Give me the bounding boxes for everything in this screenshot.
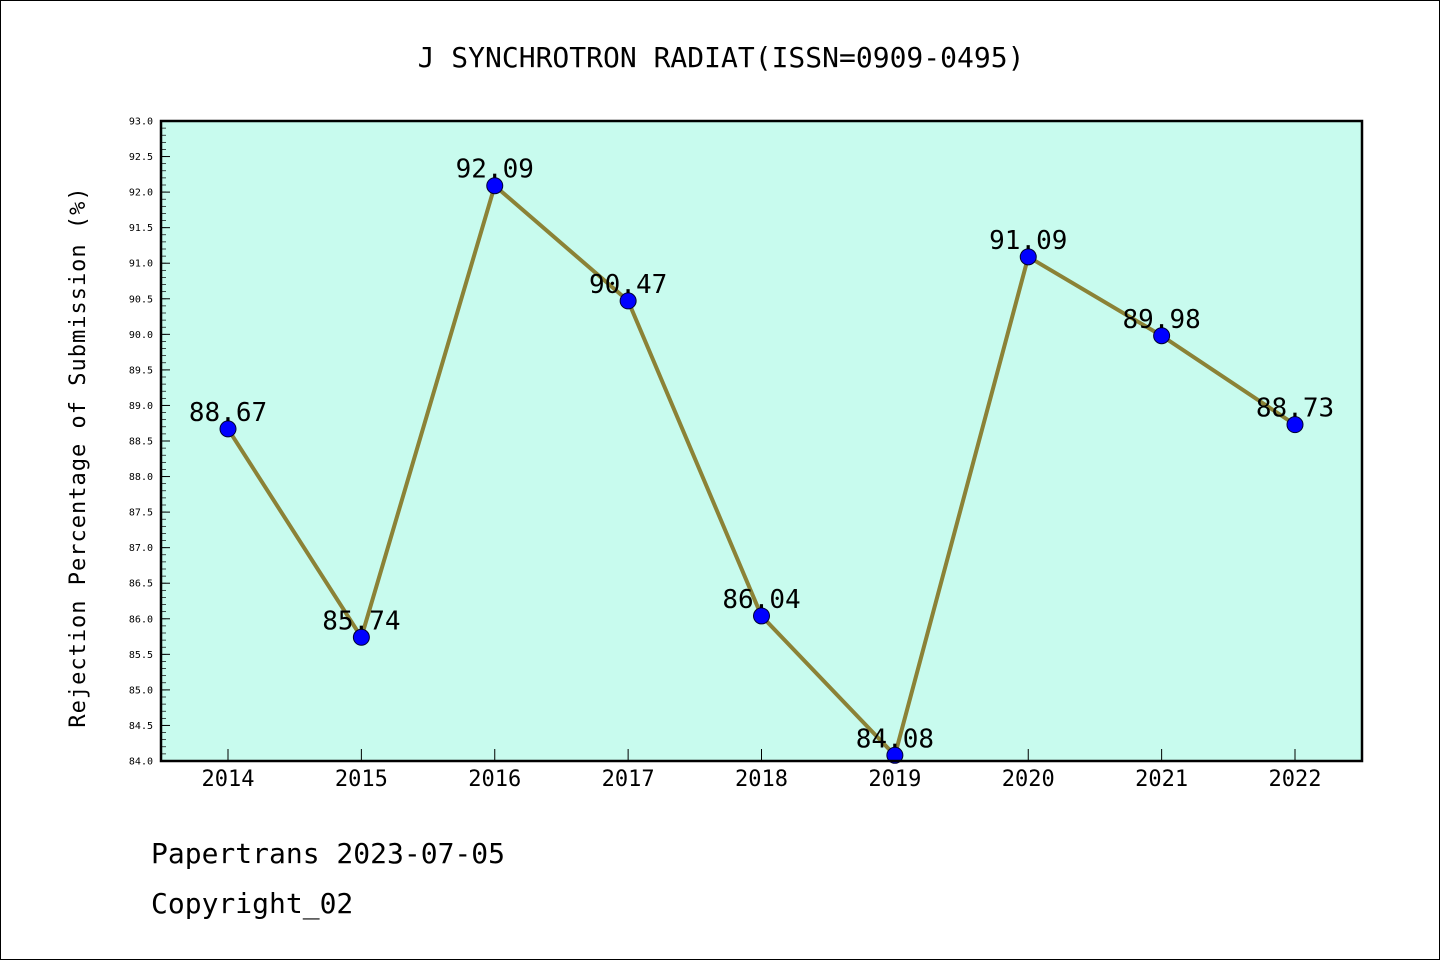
y-tick-label: 91.5 (129, 223, 153, 234)
x-axis-ticks: 2014 2015 2016 2017 2018 2019 2020 2021 2022 (202, 749, 1322, 792)
data-label: 86.04 (722, 585, 800, 615)
data-point-marker (352, 628, 370, 646)
data-label: 85.74 (322, 606, 400, 636)
plot-area (161, 121, 1362, 761)
data-label: 89.98 (1122, 305, 1200, 335)
y-tick-label: 87.0 (129, 543, 153, 554)
data-label: 90.47 (589, 270, 667, 300)
data-point-marker (219, 420, 237, 438)
x-tick-label: 2017 (602, 767, 655, 792)
y-axis-ticks: 84.0 84.5 85.0 85.5 86.0 86.5 87.0 87.5 88.0 88.5… (129, 117, 170, 768)
y-tick-label: 91.0 (129, 259, 153, 270)
data-point-marker (619, 292, 637, 310)
data-label: 91.09 (989, 226, 1067, 256)
footer-copyright: Copyright_02 (151, 887, 354, 920)
y-tick-label: 89.5 (129, 365, 153, 376)
y-tick-label: 90.0 (129, 330, 153, 341)
x-tick-label: 2014 (202, 767, 255, 792)
y-tick-label: 84.5 (129, 721, 153, 732)
data-label: 88.73 (1256, 394, 1334, 424)
x-tick-label: 2018 (735, 767, 788, 792)
data-point-marker (1286, 416, 1304, 434)
data-point-marker (886, 746, 904, 764)
y-tick-label: 88.5 (129, 437, 153, 448)
x-tick-label: 2021 (1135, 767, 1188, 792)
y-tick-label: 84.0 (129, 757, 153, 768)
y-tick-label: 93.0 (129, 117, 153, 128)
y-tick-label: 92.5 (129, 152, 153, 163)
y-tick-label: 87.5 (129, 508, 153, 519)
y-tick-label: 86.5 (129, 579, 153, 590)
plot-border (159, 119, 1364, 763)
y-tick-label: 86.0 (129, 614, 153, 625)
x-tick-label: 2020 (1002, 767, 1055, 792)
x-tick-label: 2015 (335, 767, 388, 792)
y-tick-label: 90.5 (129, 294, 153, 305)
data-point-marker (1153, 327, 1171, 345)
data-label: 92.09 (456, 155, 534, 185)
data-point-marker (486, 177, 504, 195)
data-point-marker (1019, 248, 1037, 266)
x-tick-label: 2019 (868, 767, 921, 792)
y-tick-label: 85.0 (129, 685, 153, 696)
data-label: 84.08 (856, 724, 934, 754)
data-point-marker (753, 607, 770, 625)
marker-group (219, 177, 1304, 764)
x-tick-label: 2022 (1269, 767, 1322, 792)
y-tick-label: 92.0 (129, 188, 153, 199)
y-tick-label: 85.5 (129, 650, 153, 661)
footer-date-line: Papertrans 2023-07-05 (151, 837, 506, 870)
data-label-group: 88.67 85.74 92.09 90.47 86.04 84.08 91.09 89.98… (189, 155, 1334, 755)
y-tick-label: 89.0 (129, 401, 153, 412)
y-tick-label: 88.0 (129, 472, 153, 483)
chart-title: J SYNCHROTRON RADIAT(ISSN=0909-0495) (418, 41, 1025, 74)
data-label: 88.67 (189, 398, 267, 428)
x-tick-label: 2016 (468, 767, 521, 792)
y-axis-label: Rejection Percentage of Submission (%) (66, 186, 91, 727)
